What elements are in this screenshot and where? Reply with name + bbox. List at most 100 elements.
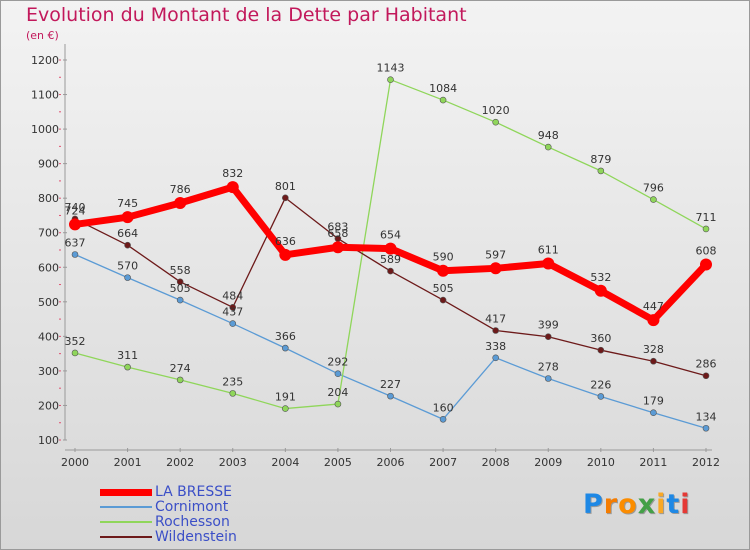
data-point <box>650 409 657 417</box>
y-tick-label: 1200 <box>31 54 59 67</box>
data-label: 589 <box>380 253 401 266</box>
data-point <box>71 251 79 258</box>
y-tick-label: 500 <box>38 296 59 309</box>
legend-swatch <box>100 521 152 523</box>
data-point <box>176 296 184 304</box>
y-tick-label: 700 <box>38 227 59 240</box>
data-point <box>124 274 131 281</box>
y-tick-label: 200 <box>38 399 59 412</box>
data-point <box>124 241 131 249</box>
data-label: 204 <box>327 386 348 399</box>
data-label: 558 <box>170 264 191 277</box>
x-tick-label: 2011 <box>639 456 667 469</box>
y-tick-label: 400 <box>38 330 59 343</box>
x-tick-label: 2004 <box>271 456 299 469</box>
data-point <box>650 196 657 203</box>
data-point <box>700 258 712 271</box>
x-tick-label: 2008 <box>482 456 510 469</box>
data-point <box>489 262 502 275</box>
data-label: 191 <box>275 391 296 404</box>
legend-swatch <box>100 489 152 496</box>
data-point <box>229 390 237 397</box>
data-point <box>226 181 239 194</box>
chart-title: Evolution du Montant de la Dette par Hab… <box>26 4 467 26</box>
y-tick-label: 1100 <box>31 89 59 102</box>
data-label: 278 <box>538 361 559 374</box>
data-point <box>544 333 552 341</box>
y-tick-label: 600 <box>38 261 59 274</box>
legend-item: LA BRESSE <box>100 484 320 500</box>
data-label: 1084 <box>429 82 457 95</box>
logo-letter: o <box>618 489 638 520</box>
data-point <box>542 257 555 270</box>
x-tick-label: 2006 <box>377 456 405 469</box>
y-tick-label: 1000 <box>31 123 59 136</box>
y-tick-label: 100 <box>38 434 59 447</box>
data-label: 366 <box>275 330 296 343</box>
x-tick-label: 2002 <box>166 456 194 469</box>
data-point <box>71 349 79 357</box>
logo-letter: P <box>583 489 604 520</box>
data-label: 597 <box>485 248 506 261</box>
data-label: 786 <box>170 183 191 196</box>
x-tick-label: 2001 <box>114 456 142 469</box>
data-point <box>69 218 81 231</box>
data-label: 948 <box>538 129 559 142</box>
data-label: 570 <box>117 260 138 273</box>
data-label: 505 <box>433 282 454 295</box>
data-label: 745 <box>117 197 138 210</box>
legend-swatch <box>100 536 152 538</box>
data-label: 292 <box>327 356 348 369</box>
data-labels-layer: 637 570 505 437 366 292 227 160 338 278 226 179 134 3… <box>65 62 717 424</box>
data-point <box>387 392 394 400</box>
data-label: 683 <box>327 221 348 234</box>
logo-letter: r <box>603 489 619 520</box>
data-point <box>439 96 447 104</box>
y-tick-label: 300 <box>38 365 59 378</box>
data-point <box>439 415 447 423</box>
data-label: 417 <box>485 312 506 325</box>
data-point <box>176 278 184 286</box>
data-label: 724 <box>65 204 86 217</box>
data-label: 352 <box>65 335 86 348</box>
data-label: 505 <box>170 282 191 295</box>
data-label: 832 <box>222 167 243 180</box>
legend-label: Cornimont <box>155 499 229 515</box>
data-point <box>387 76 394 83</box>
data-label: 796 <box>643 182 664 195</box>
logo-letter: i <box>680 489 691 520</box>
logo-letter: x <box>637 489 657 520</box>
x-tick-label: 2003 <box>219 456 247 469</box>
data-label: 328 <box>643 343 664 356</box>
logo-letter: t <box>666 489 681 520</box>
data-point <box>597 346 605 354</box>
data-point <box>384 242 397 255</box>
y-tick-label: 900 <box>38 158 59 171</box>
data-label: 1143 <box>377 62 405 75</box>
data-label: 664 <box>117 227 138 240</box>
data-point <box>492 327 499 334</box>
data-point <box>437 264 450 277</box>
data-point <box>647 314 660 327</box>
data-label: 399 <box>538 319 559 332</box>
data-point <box>176 376 184 384</box>
x-tick-label: 2010 <box>587 456 615 469</box>
data-label: 134 <box>696 410 717 423</box>
data-label: 654 <box>380 229 401 242</box>
data-point <box>334 370 342 377</box>
data-label: 658 <box>327 227 348 240</box>
data-label: 484 <box>222 289 243 302</box>
data-label: 879 <box>590 153 611 166</box>
data-label: 226 <box>590 378 611 391</box>
data-label: 637 <box>65 236 86 249</box>
data-point <box>650 357 657 365</box>
line-chart: 100 200 300 400 500 600 700 800 900 1000 1100 1200 2… <box>31 44 720 469</box>
data-label: 801 <box>275 180 296 193</box>
data-label: 235 <box>222 375 243 388</box>
chart-axes: 100 200 300 400 500 600 700 800 900 1000 1100 1200 2… <box>31 44 720 469</box>
y-tick-label: 800 <box>38 192 59 205</box>
data-point <box>702 225 710 233</box>
series-layer <box>69 76 712 432</box>
data-label: 711 <box>696 211 717 224</box>
data-label: 338 <box>485 340 506 353</box>
